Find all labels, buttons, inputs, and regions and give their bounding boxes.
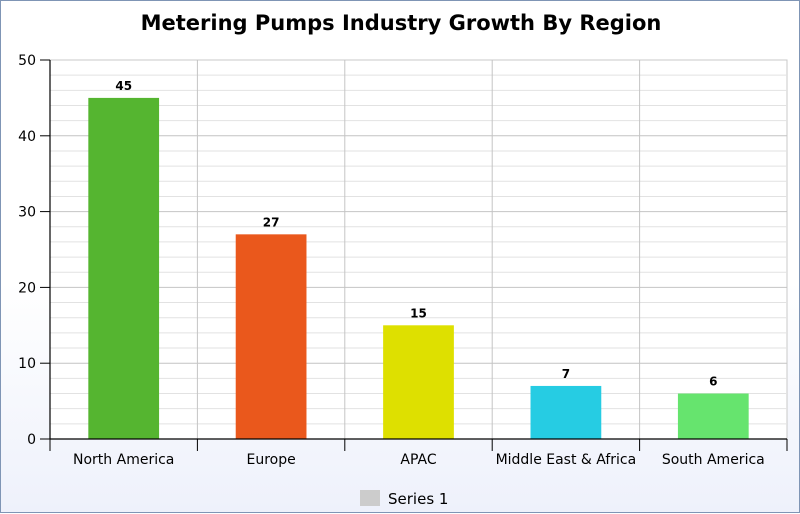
bar-2 [383,325,454,439]
category-label: APAC [400,452,436,468]
data-label: 27 [263,215,280,229]
y-tick-label: 30 [18,205,36,221]
labels: 45 27 15 7 6 0 10 20 30 40 50 North America Europe AP… [18,53,765,468]
axes [40,59,788,451]
data-label: 45 [115,79,132,93]
bar-0 [88,97,160,440]
chart-title: Metering Pumps Industry Growth By Region [141,11,662,35]
category-label: North America [73,452,174,468]
y-tick-label: 10 [18,356,36,372]
legend-label: Series 1 [388,490,448,508]
data-label: 15 [410,306,427,320]
data-label: 7 [562,367,570,381]
bar-3 [530,385,602,439]
y-tick-label: 0 [27,432,36,448]
bars [88,97,749,440]
category-label: Europe [246,452,295,468]
y-tick-label: 20 [18,280,36,296]
legend-swatch [360,490,380,506]
category-label: Middle East & Africa [496,452,637,468]
legend: Series 1 [360,490,448,508]
y-tick-label: 40 [18,129,36,145]
category-label: South America [662,452,765,468]
y-tick-label: 50 [18,53,36,69]
bar-4 [677,393,749,439]
data-label: 6 [709,375,717,389]
bar-1 [235,234,307,439]
gridlines [50,60,787,439]
